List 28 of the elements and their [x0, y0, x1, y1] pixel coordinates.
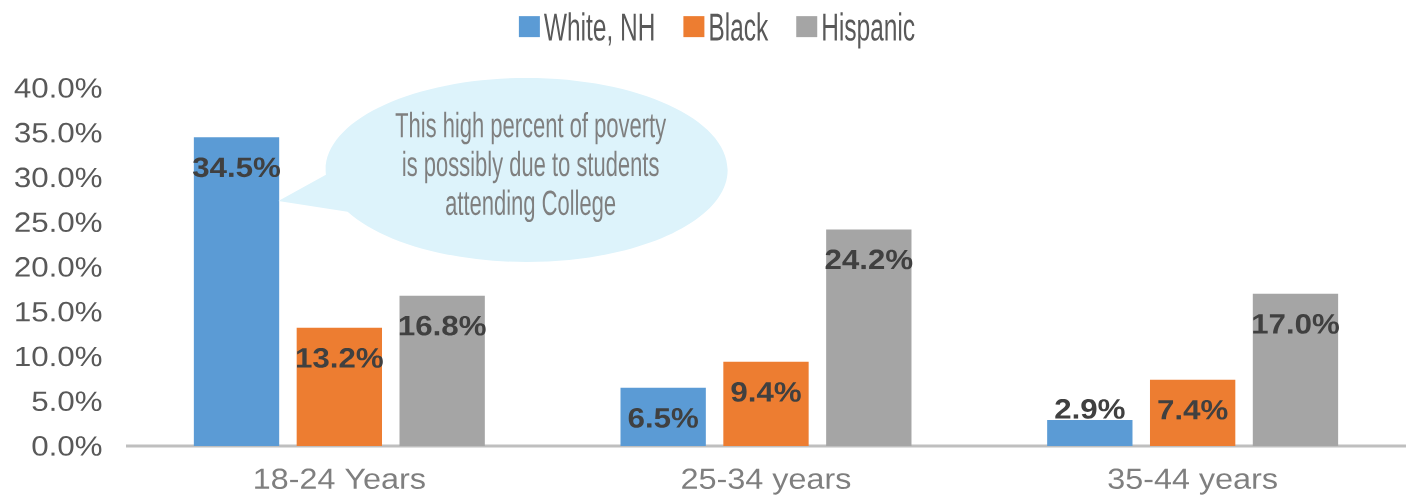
- y-tick-label: 25.0%: [15, 212, 102, 233]
- y-tick-label: 0.0%: [32, 436, 102, 456]
- x-tick-label: 35-44 years: [1108, 468, 1277, 495]
- legend-label: White, NH: [543, 12, 654, 46]
- data-label: 6.5%: [628, 408, 698, 428]
- bar: [399, 295, 485, 446]
- bar: [1252, 293, 1339, 446]
- bar: [723, 361, 809, 446]
- bar: [826, 229, 912, 446]
- bar: [1149, 379, 1236, 446]
- bar: [296, 327, 383, 446]
- y-tick-label: 10.0%: [16, 346, 102, 367]
- data-label: 2.9%: [1055, 399, 1125, 419]
- y-tick-label: 5.0%: [32, 391, 102, 412]
- x-tick-label: 25-34 years: [682, 468, 851, 495]
- data-label: 9.4%: [731, 382, 801, 402]
- y-tick-label: 15.0%: [16, 301, 102, 322]
- y-tick-label: 35.0%: [15, 122, 102, 143]
- legend-label: Hispanic: [823, 12, 915, 49]
- x-tick-label: 18-24 Years: [255, 468, 425, 489]
- bar: [193, 137, 280, 446]
- y-tick-label: 30.0%: [15, 167, 102, 188]
- y-tick-label: 40.0%: [14, 78, 102, 98]
- legend-label: Black: [710, 12, 769, 41]
- annotation: This high percent of poverty is possibly due to students attending College: [395, 111, 667, 223]
- y-tick-label: 20.0%: [15, 257, 102, 277]
- bar: [1047, 420, 1133, 446]
- data-label: 7.4%: [1158, 399, 1228, 420]
